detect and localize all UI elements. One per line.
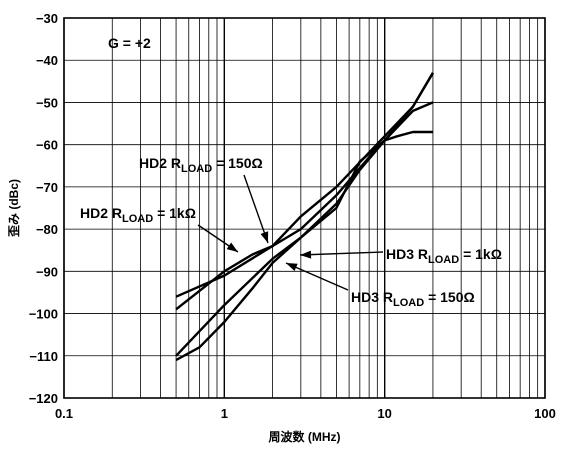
x-axis-label: 周波数 (MHz): [269, 429, 341, 444]
y-tick-label: −80: [36, 222, 58, 237]
series-line-hd2_1k: [175, 72, 434, 311]
y-tick-label: −120: [29, 391, 58, 406]
y-tick-labels: −30 −40 −50 −60 −70 −80 −90 −100 −110 −120: [29, 11, 58, 406]
plot-frame: [63, 17, 546, 399]
annotation-hd2-1k: HD2 RLOAD = 1kΩ: [80, 205, 196, 225]
annotation-arrows: [197, 174, 384, 291]
annotation-sub: LOAD: [122, 213, 153, 225]
annotation-main: HD3 R: [386, 246, 428, 262]
annotation-sub: LOAD: [393, 297, 424, 309]
series-lines: [175, 72, 434, 362]
annotation-hd2-150: HD2 RLOAD = 150Ω: [139, 155, 263, 175]
y-tick-label: −30: [36, 11, 58, 26]
annotation-arrow-line: [243, 174, 269, 244]
annotation-hd3-150: HD3 RLOAD = 150Ω: [351, 289, 475, 309]
annotation-tail: = 1kΩ: [153, 205, 196, 221]
annotation-tail: = 1kΩ: [459, 246, 502, 262]
annotation-hd3-1k: HD3 RLOAD = 1kΩ: [386, 246, 502, 266]
grid: [63, 17, 546, 399]
x-tick-label: 0.1: [55, 406, 73, 421]
y-tick-label: −40: [36, 53, 58, 68]
annotation-sub: LOAD: [181, 163, 212, 175]
x-tick-label: 100: [534, 406, 556, 421]
series-line-hd3_1k: [175, 130, 433, 362]
series-line-hd3_150: [175, 72, 434, 357]
gain-label: G = +2: [108, 35, 151, 51]
y-tick-label: −110: [29, 349, 58, 364]
annotation-arrowhead: [286, 263, 298, 272]
y-tick-label: −50: [36, 95, 58, 110]
series-line-hd2_150: [175, 101, 434, 298]
annotation-main: HD2 R: [139, 155, 181, 171]
x-tick-label: 10: [377, 406, 391, 421]
x-tick-labels: 0.1 1 10 100: [55, 406, 556, 421]
annotation-main: HD3 R: [351, 289, 393, 305]
annotation-arrow-line: [285, 262, 349, 291]
annotation-main: HD2 R: [80, 205, 122, 221]
annotation-sub: LOAD: [428, 254, 459, 266]
y-tick-label: −60: [36, 138, 58, 153]
annotation-arrow-line: [299, 251, 384, 256]
y-tick-label: −70: [36, 180, 58, 195]
y-tick-label: −90: [36, 264, 58, 279]
annotations: HD2 RLOAD = 150Ω HD2 RLOAD = 1kΩ HD3 RLO…: [80, 155, 502, 309]
x-tick-label: 1: [221, 406, 228, 421]
annotation-arrowhead: [226, 242, 238, 252]
y-axis-label: 歪み (dBc): [7, 179, 21, 237]
annotation-tail: = 150Ω: [424, 289, 475, 305]
annotation-arrowhead: [300, 250, 312, 259]
annotation-arrowhead: [260, 231, 269, 243]
annotation-tail: = 150Ω: [212, 155, 263, 171]
y-tick-label: −100: [29, 307, 58, 322]
